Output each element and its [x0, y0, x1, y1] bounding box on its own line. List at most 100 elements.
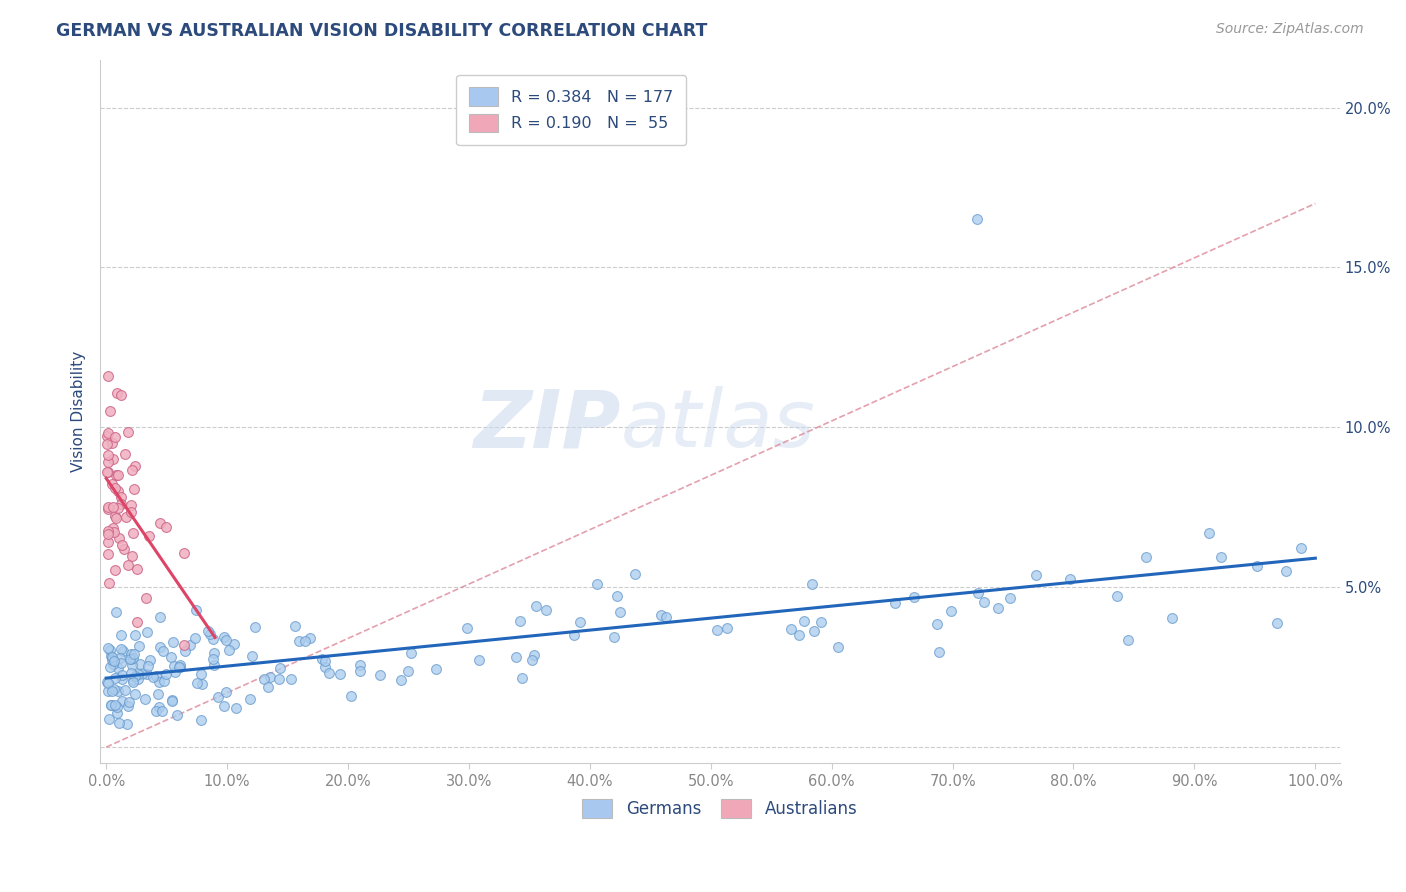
- Point: [314, 654, 336, 668]
- Point: [173, 546, 195, 560]
- Point: [107, 467, 129, 482]
- Point: [212, 630, 235, 644]
- Point: [998, 591, 1021, 605]
- Point: [202, 652, 225, 666]
- Point: [110, 490, 132, 504]
- Point: [115, 717, 138, 731]
- Point: [103, 654, 125, 668]
- Point: [124, 687, 146, 701]
- Point: [204, 646, 226, 660]
- Point: [202, 658, 225, 673]
- Point: [314, 660, 336, 674]
- Point: [149, 610, 172, 624]
- Point: [122, 647, 145, 661]
- Point: [197, 624, 219, 639]
- Point: [120, 652, 142, 666]
- Point: [103, 508, 125, 523]
- Point: [104, 563, 127, 577]
- Point: [186, 676, 208, 690]
- Text: atlas: atlas: [620, 386, 815, 465]
- Point: [112, 644, 135, 658]
- Point: [121, 463, 143, 477]
- Point: [202, 632, 225, 647]
- Point: [1289, 541, 1312, 556]
- Point: [810, 615, 832, 630]
- Point: [97, 712, 120, 726]
- Point: [97, 500, 120, 515]
- Point: [1265, 616, 1288, 631]
- Point: [101, 652, 124, 666]
- Point: [107, 661, 129, 675]
- Point: [145, 669, 167, 683]
- Point: [96, 425, 118, 440]
- Point: [136, 658, 159, 673]
- Point: [111, 673, 134, 687]
- Point: [97, 535, 120, 549]
- Point: [131, 667, 153, 681]
- Point: [103, 525, 125, 540]
- Point: [603, 630, 626, 644]
- Point: [224, 637, 246, 651]
- Point: [267, 672, 290, 686]
- Point: [243, 620, 266, 634]
- Point: [883, 597, 905, 611]
- Point: [117, 425, 139, 439]
- Point: [148, 516, 170, 531]
- Point: [801, 577, 824, 591]
- Point: [706, 623, 728, 637]
- Point: [111, 538, 134, 552]
- Point: [259, 670, 281, 684]
- Point: [650, 608, 672, 623]
- Point: [124, 628, 146, 642]
- Point: [121, 651, 143, 665]
- Point: [103, 521, 125, 535]
- Point: [779, 622, 801, 636]
- Point: [96, 675, 118, 690]
- Point: [162, 694, 184, 708]
- Point: [108, 651, 131, 665]
- Point: [169, 658, 191, 673]
- Point: [135, 625, 157, 640]
- Point: [96, 436, 118, 450]
- Point: [654, 610, 676, 624]
- Text: ZIP: ZIP: [474, 386, 620, 465]
- Point: [127, 562, 149, 576]
- Point: [225, 701, 247, 715]
- Point: [97, 455, 120, 469]
- Point: [240, 649, 263, 664]
- Point: [124, 458, 146, 473]
- Point: [198, 626, 221, 640]
- Point: [115, 510, 138, 524]
- Point: [135, 591, 157, 605]
- Point: [288, 634, 311, 648]
- Point: [121, 657, 143, 672]
- Point: [139, 653, 162, 667]
- Point: [973, 594, 995, 608]
- Point: [425, 661, 447, 675]
- Point: [716, 622, 738, 636]
- Point: [311, 652, 333, 666]
- Point: [148, 700, 170, 714]
- Point: [184, 631, 207, 645]
- Point: [104, 481, 127, 495]
- Point: [987, 600, 1010, 615]
- Point: [97, 675, 120, 690]
- Point: [120, 651, 142, 665]
- Point: [114, 447, 136, 461]
- Point: [97, 448, 120, 462]
- Point: [129, 657, 152, 672]
- Point: [1059, 572, 1081, 586]
- Point: [104, 468, 127, 483]
- Point: [103, 681, 125, 696]
- Point: [152, 643, 174, 657]
- Point: [257, 680, 280, 694]
- Point: [110, 498, 132, 512]
- Point: [329, 667, 352, 681]
- Point: [298, 631, 321, 645]
- Point: [927, 617, 949, 632]
- Point: [121, 549, 143, 563]
- Point: [152, 674, 174, 689]
- Point: [239, 692, 262, 706]
- Point: [173, 638, 195, 652]
- Point: [163, 665, 186, 680]
